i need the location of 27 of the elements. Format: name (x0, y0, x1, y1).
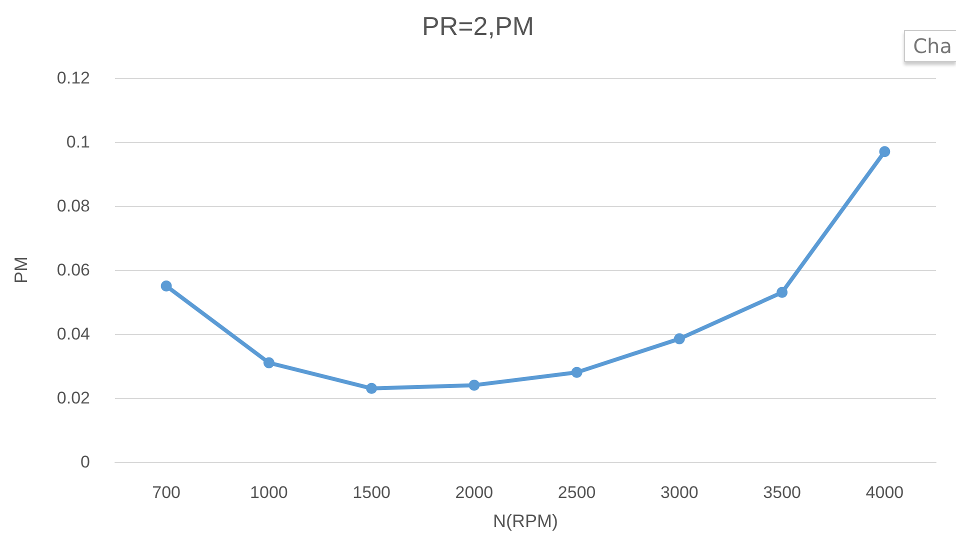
y-tick-label: 0 (80, 452, 90, 472)
chart-title: PR=2,PM (422, 11, 534, 41)
point (879, 146, 890, 158)
x-tick-label: 1500 (352, 483, 390, 502)
y-tick-label: 0.02 (56, 388, 90, 408)
x-tick-label: 3500 (763, 483, 801, 502)
point (674, 333, 685, 344)
y-tick-label: 0.1 (66, 132, 90, 152)
x-tick-label: 2000 (455, 483, 494, 502)
y-tick-label: 0.08 (56, 196, 90, 216)
x-tick-label: 4000 (866, 483, 904, 502)
text: Cha (904, 30, 956, 62)
point (366, 382, 378, 394)
x-tick-label: 3000 (660, 483, 698, 502)
x-tick-label: 700 (152, 483, 180, 502)
y-axis-title: PM (11, 256, 31, 284)
point (160, 280, 172, 292)
point (263, 357, 274, 368)
point (571, 366, 582, 378)
y-tick-label: 0.12 (56, 68, 90, 88)
y-tick-label: 0.04 (56, 324, 90, 344)
y-tick-label: 0.06 (56, 260, 90, 280)
x-axis-title: N(RPM) (493, 511, 558, 531)
x-tick-label: 1000 (250, 483, 288, 502)
point (776, 286, 788, 298)
x-tick-label: 2500 (558, 483, 596, 502)
point (468, 380, 480, 391)
